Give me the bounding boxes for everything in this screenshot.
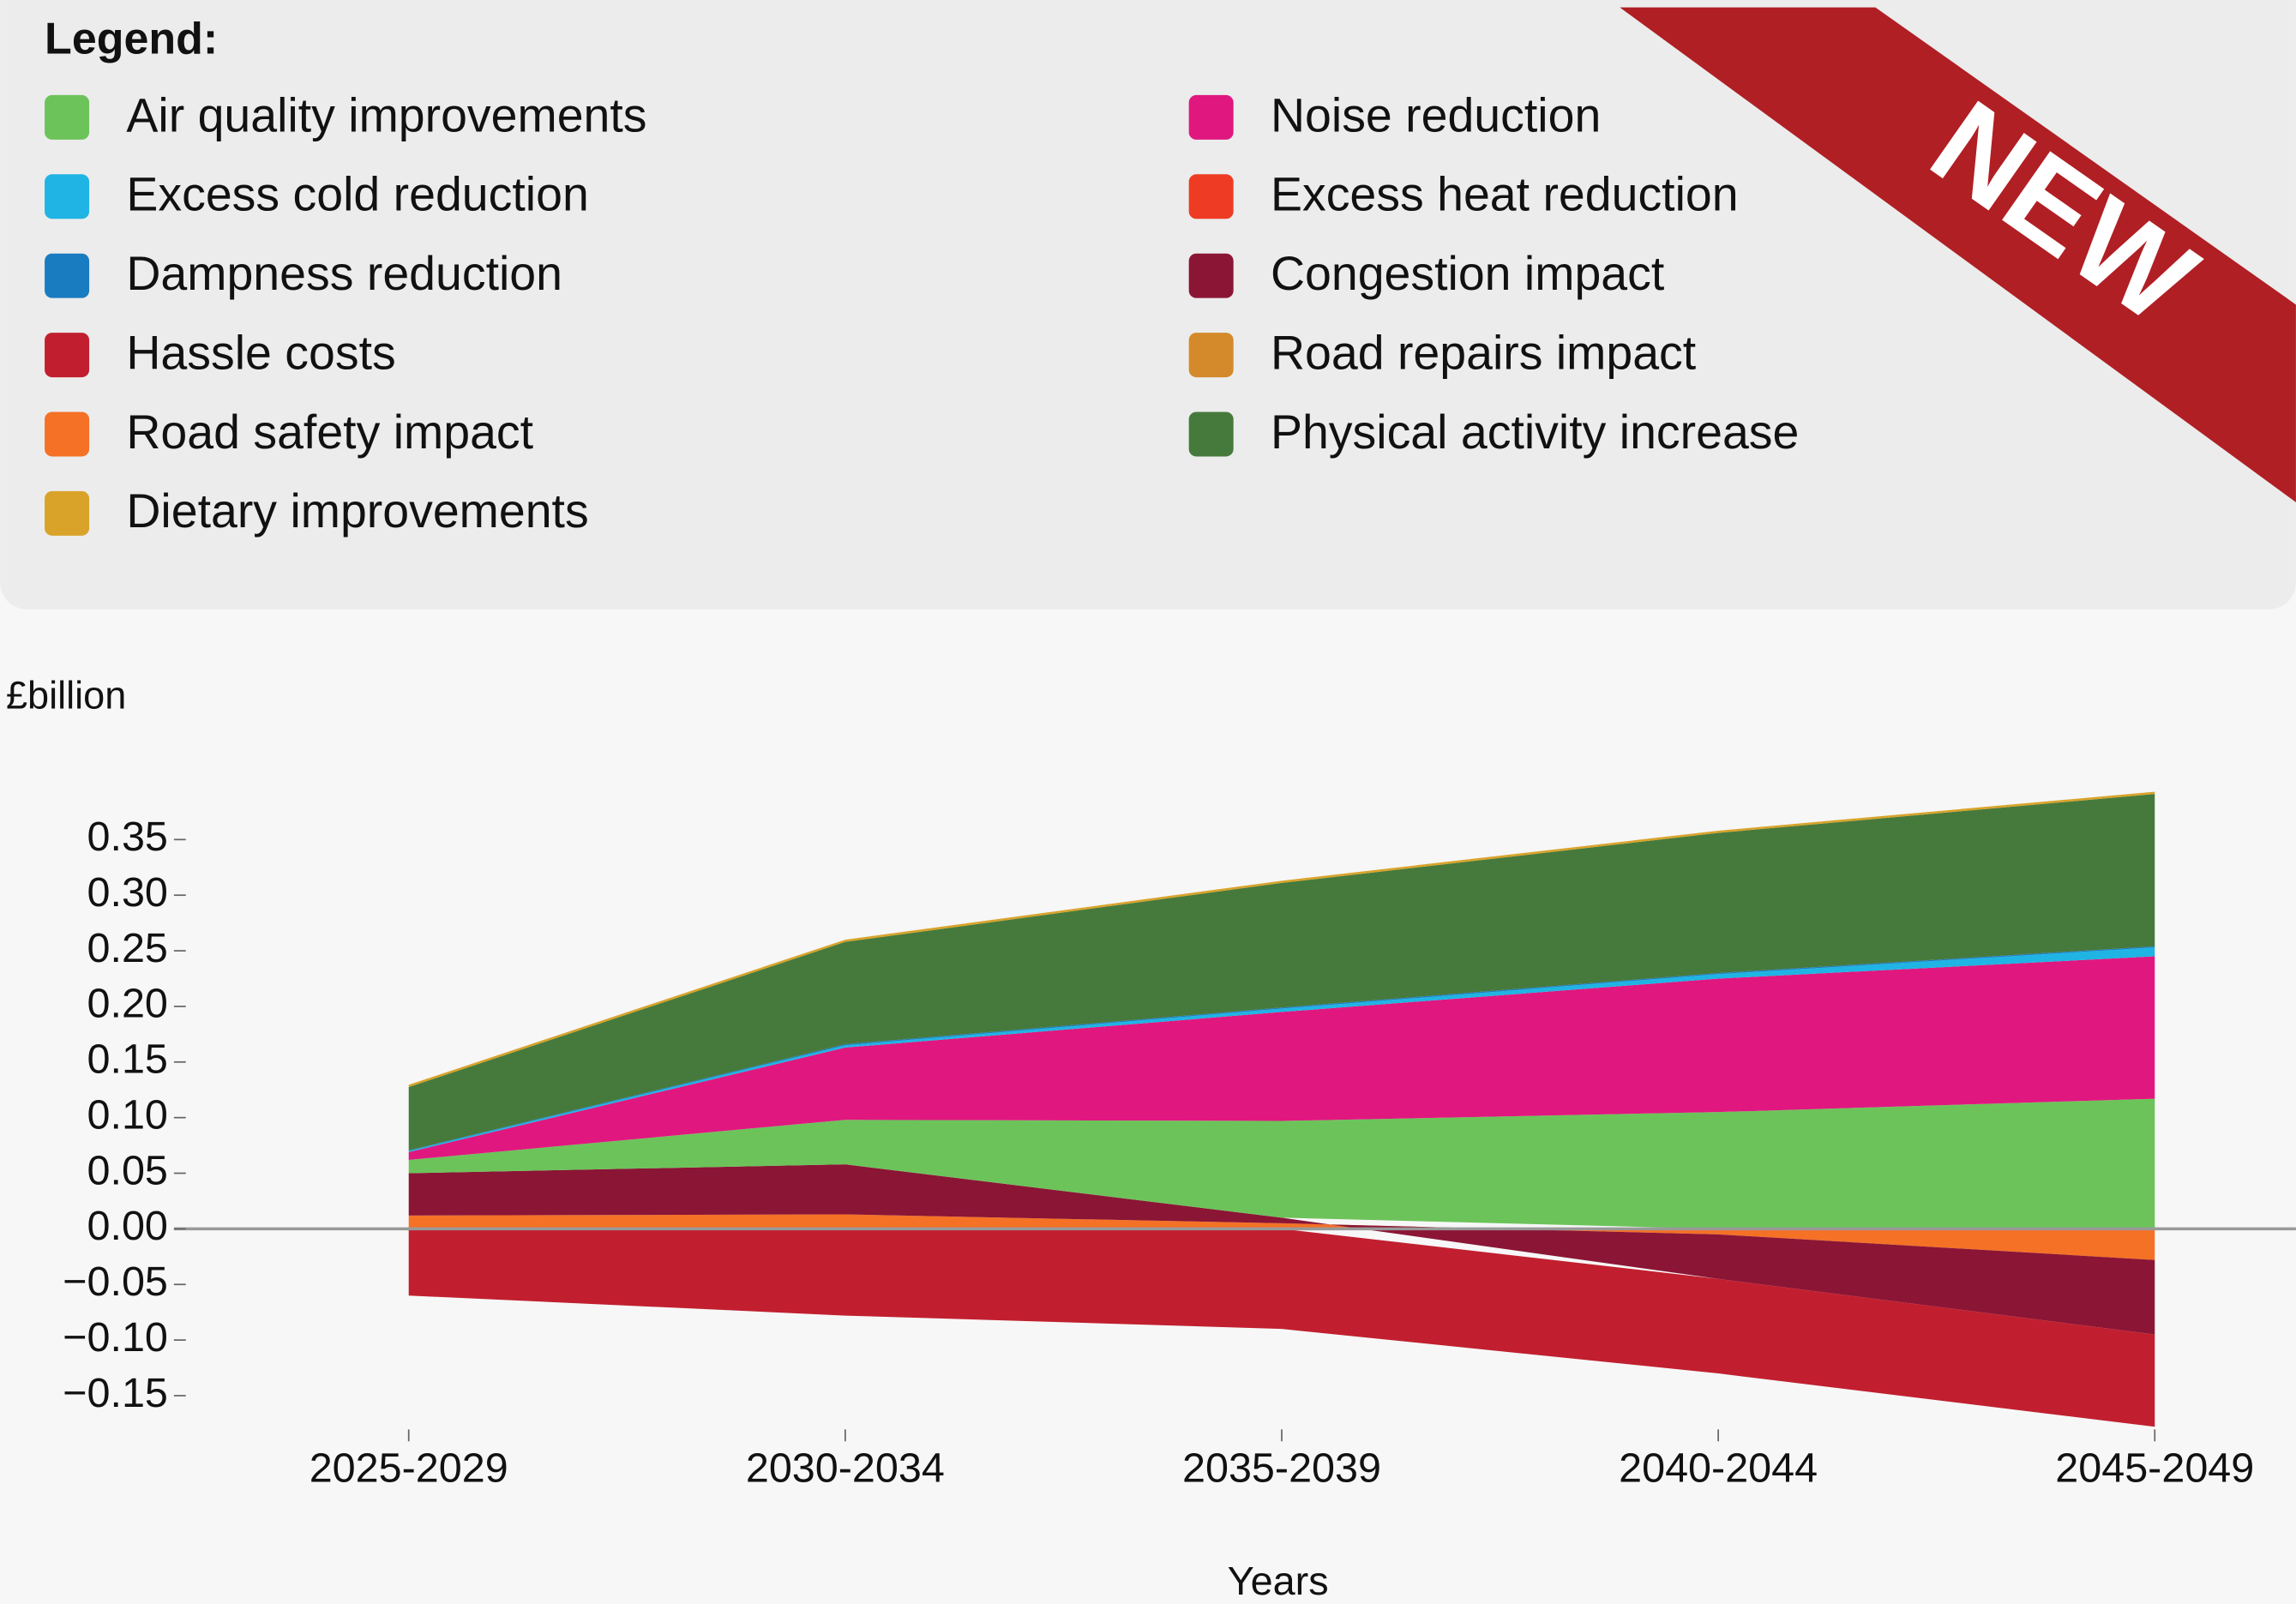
x-tick-label: 2035-2039 <box>1182 1445 1381 1492</box>
y-tick-label: 0.35 <box>87 814 167 860</box>
legend-label: Excess cold reduction <box>126 168 588 221</box>
legend-swatch <box>45 490 90 536</box>
y-tick-label: 0.10 <box>87 1091 167 1138</box>
y-tick-label: 0.05 <box>87 1147 167 1193</box>
legend-label: Air quality improvements <box>126 88 646 141</box>
legend-label: Road repairs impact <box>1271 326 1696 379</box>
legend-label: Road safety impact <box>126 406 533 459</box>
x-tick-label: 2030-2034 <box>746 1445 945 1492</box>
y-tick-label: 0.20 <box>87 981 167 1027</box>
legend-label: Hassle costs <box>126 326 395 379</box>
legend-swatch <box>1188 174 1234 219</box>
legend-label: Congestion impact <box>1271 247 1664 300</box>
legend-label: Excess heat reduction <box>1271 168 1739 221</box>
legend-panel <box>0 0 2296 610</box>
legend-title: Legend: <box>45 14 218 63</box>
legend-swatch <box>1188 333 1234 378</box>
y-tick-label: 0.30 <box>87 869 167 916</box>
y-tick-label: −0.05 <box>63 1259 168 1305</box>
legend-swatch <box>1188 94 1234 140</box>
legend-label: Physical activity increase <box>1271 406 1799 459</box>
area <box>408 1229 2155 1427</box>
area <box>408 1164 2155 1335</box>
area <box>408 1098 2155 1229</box>
x-tick-label: 2040-2044 <box>1619 1445 1818 1492</box>
y-axis-label: £billion <box>6 674 126 718</box>
y-tick-label: 0.15 <box>87 1036 167 1083</box>
legend-swatch <box>45 333 90 378</box>
legend-swatch <box>45 94 90 140</box>
area <box>408 1214 2155 1260</box>
y-tick-label: 0.00 <box>87 1203 167 1249</box>
legend-swatch <box>1188 412 1234 457</box>
legend-label: Dietary improvements <box>126 484 588 538</box>
legend-label: Dampness reduction <box>126 247 562 300</box>
area <box>408 956 2155 1160</box>
legend-swatch <box>45 174 90 219</box>
legend-swatch <box>45 253 90 298</box>
x-tick-label: 2045-2049 <box>2055 1445 2254 1492</box>
y-tick-label: −0.10 <box>63 1314 168 1361</box>
area <box>408 794 2155 1150</box>
x-axis-label: Years <box>1228 1559 1329 1600</box>
y-tick-label: −0.15 <box>63 1370 168 1416</box>
legend-swatch <box>45 412 90 457</box>
legend-label: Noise reduction <box>1271 88 1601 141</box>
badge-ribbon <box>1620 7 2296 502</box>
legend-swatch <box>1188 253 1234 298</box>
y-tick-label: 0.25 <box>87 925 167 971</box>
plot <box>173 791 2296 1427</box>
x-tick-label: 2025-2029 <box>310 1445 508 1492</box>
